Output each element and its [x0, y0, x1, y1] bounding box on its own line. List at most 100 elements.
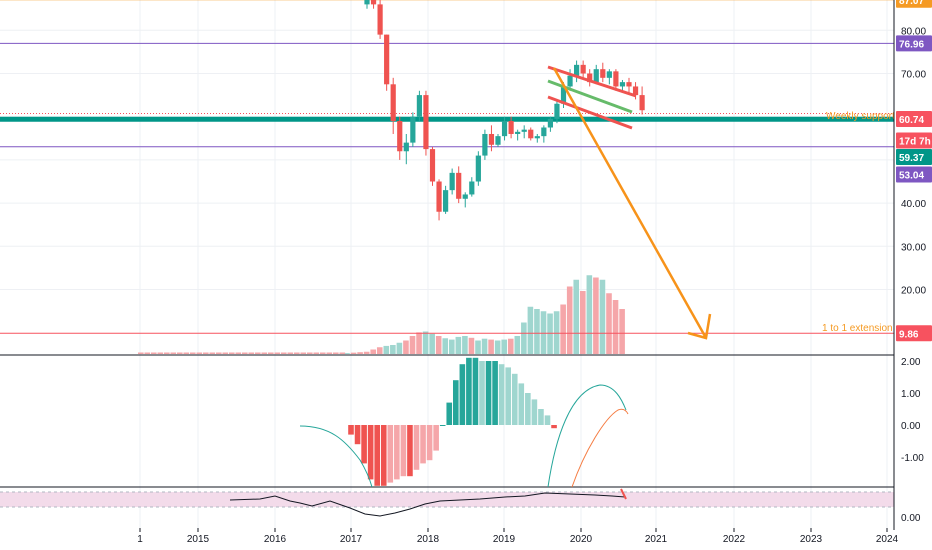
annotation-label: Weekly support: [826, 111, 895, 122]
macd-histogram-bar: [525, 393, 531, 425]
arrow-head-icon: [687, 313, 712, 340]
volume-bar: [229, 352, 235, 354]
price-tick-label: 80.00: [901, 26, 926, 37]
time-tick-label: 2017: [340, 534, 363, 545]
time-tick-label: 2021: [645, 534, 668, 545]
horizontal-levels[interactable]: [0, 0, 894, 334]
volume-bar: [151, 352, 157, 354]
candle-body: [600, 69, 606, 78]
volume-bar: [488, 339, 494, 354]
volume-bar: [144, 352, 151, 354]
volume-bar: [422, 331, 429, 354]
price-tick-label: 30.00: [901, 242, 926, 253]
candle-body: [619, 82, 626, 87]
candle-body: [554, 103, 560, 119]
volume-bar: [416, 332, 422, 354]
volume-bar: [138, 352, 144, 354]
price-badge: [896, 0, 932, 8]
candle-body: [501, 121, 508, 137]
volume-bar: [396, 342, 403, 354]
price-badge: [896, 325, 932, 342]
channel-mid-line[interactable]: [547, 79, 633, 114]
volume-bar: [494, 340, 501, 354]
candle-body: [488, 133, 495, 145]
volume-bar: [619, 309, 625, 354]
projection-arrow-line[interactable]: [552, 67, 708, 339]
macd-histogram-bar: [472, 357, 479, 425]
rsi-tick-label: 0.00: [901, 513, 921, 524]
volume-bar: [534, 309, 540, 354]
volume-bar: [527, 306, 534, 354]
volume-bar: [287, 352, 294, 354]
price-badge: [896, 111, 932, 127]
volume-bar: [255, 352, 261, 354]
candle-body: [482, 133, 488, 156]
volume-bar: [333, 352, 339, 354]
macd-histogram-bar: [439, 425, 446, 426]
volume-bar: [540, 311, 547, 354]
annotation-label: 1 to 1 extension: [822, 323, 893, 334]
volume-bar: [261, 352, 268, 354]
volume-bar: [294, 352, 300, 354]
volume-bar: [455, 336, 462, 354]
macd-histogram-bar: [498, 364, 505, 425]
candle-body: [370, 0, 377, 5]
volume-bar: [307, 352, 313, 354]
volume-bar: [580, 291, 586, 354]
volume-bar: [593, 277, 599, 354]
candle-body: [567, 75, 573, 87]
volume-bar: [313, 352, 320, 354]
volume-bar: [300, 352, 307, 354]
candle-body: [436, 181, 442, 212]
time-tick-label: 2024: [876, 534, 899, 545]
macd-histogram-bar: [479, 361, 485, 425]
volume-bar: [242, 352, 248, 354]
volume-bar: [320, 352, 326, 354]
channel-lower-line[interactable]: [547, 95, 633, 130]
price-badge-label: 87.07: [899, 0, 924, 7]
volume-bar: [521, 322, 527, 354]
price-badge-label: 17d 7h: [899, 137, 931, 148]
candle-body: [613, 71, 619, 87]
macd-histogram-bar: [544, 415, 551, 425]
volume-bar: [403, 340, 409, 354]
macd-histogram-bar: [551, 425, 557, 429]
volume-bar: [216, 352, 222, 354]
price-badge: [896, 35, 932, 52]
volume-bar: [344, 353, 350, 354]
candle-body: [593, 69, 599, 83]
channel-upper-line[interactable]: [547, 65, 637, 98]
volume-bar: [462, 336, 468, 354]
candle-body: [560, 86, 567, 104]
signal-line: [571, 408, 629, 488]
macd-tick-label: 0.00: [901, 421, 921, 432]
candlestick-series[interactable]: [364, 0, 645, 221]
rsi-line: [229, 492, 626, 517]
volume-bar: [190, 352, 196, 354]
candle-body: [587, 73, 593, 83]
volume-bar: [553, 311, 560, 354]
rsi-pane: [0, 488, 894, 517]
price-badge-label: 9.86: [899, 329, 919, 340]
time-tick-label: 2016: [264, 534, 287, 545]
candle-body: [429, 149, 436, 182]
macd-histogram-bar: [394, 425, 400, 480]
macd-histogram-bar: [348, 425, 354, 435]
volume-bar: [281, 352, 287, 354]
volume-bar: [383, 345, 390, 354]
candle-body: [495, 136, 501, 145]
price-badge-label: 59.37: [899, 153, 924, 164]
candle-body: [384, 34, 390, 85]
volume-bar: [475, 340, 481, 354]
macd-histogram-bar: [354, 425, 361, 445]
trend-drawings[interactable]: [547, 65, 712, 340]
macd-histogram-bar: [485, 361, 492, 425]
volume-bar: [274, 352, 281, 354]
volume-bar: [429, 333, 435, 354]
volume-bar: [442, 338, 449, 354]
macd-tick-label: -1.00: [901, 453, 924, 464]
candle-body: [416, 95, 422, 117]
macd-histogram-bar: [538, 409, 544, 425]
volume-bar: [209, 352, 216, 354]
